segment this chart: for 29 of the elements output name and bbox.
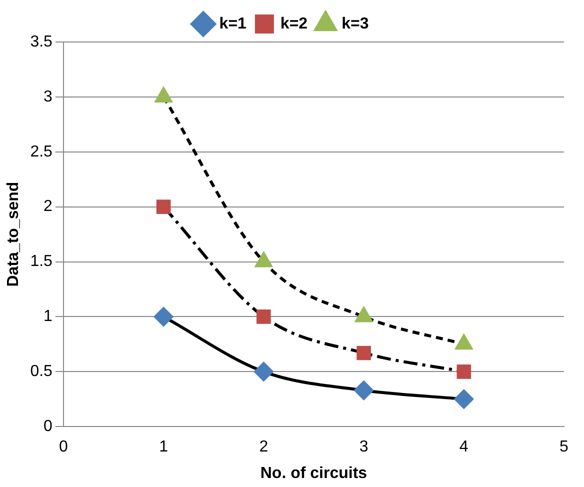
point: [255, 252, 272, 268]
point: [254, 362, 274, 382]
legend-label: k=2: [280, 15, 308, 32]
point: [454, 390, 474, 409]
x-tick-label: 5: [560, 438, 569, 456]
y-tick-label: 3.5: [30, 33, 53, 50]
point: [154, 307, 174, 326]
y-axis-title: Data_to_send: [5, 182, 22, 287]
x-axis-title: No. of circuits: [260, 464, 368, 482]
y-tick-label: 0: [44, 418, 53, 436]
point: [354, 380, 374, 400]
x-tick-label: 3: [359, 438, 368, 456]
y-tick-label: 3: [44, 88, 53, 106]
x-tick-label: 2: [259, 438, 268, 456]
x-tick-label: 0: [58, 438, 68, 456]
point: [155, 87, 172, 102]
legend-label: k=1: [219, 15, 247, 32]
point: [356, 346, 371, 360]
x-tick-label: 4: [459, 438, 468, 456]
point: [456, 364, 472, 379]
y-tick-label: 1: [44, 308, 53, 326]
point: [156, 200, 171, 214]
y-tick-label: 1.5: [30, 253, 53, 270]
x-tick-label: 1: [159, 438, 168, 456]
point: [256, 310, 271, 324]
y-tick-label: 2.5: [30, 143, 53, 160]
legend-label: k=3: [342, 15, 369, 32]
y-tick-label: 2: [44, 198, 53, 216]
y-tick-label: 0.5: [30, 363, 53, 380]
